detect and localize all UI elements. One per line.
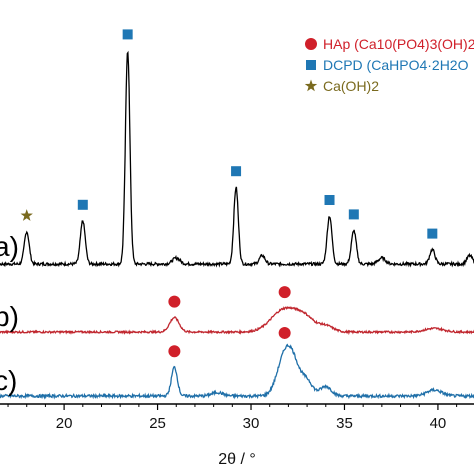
- trace-label: a): [0, 231, 19, 262]
- square-legend-marker: [306, 60, 316, 70]
- square-peak-marker: [427, 228, 438, 239]
- x-tick-label: 20: [56, 415, 73, 432]
- trace-line: [0, 50, 474, 268]
- circle-legend-marker: [305, 38, 317, 50]
- x-tick-label: 30: [243, 415, 260, 432]
- square-peak-marker: [348, 209, 359, 220]
- square-peak-marker: [122, 29, 133, 40]
- legend-entry: Ca(OH)2: [323, 78, 379, 94]
- square-peak-marker: [324, 195, 335, 205]
- star-peak-marker: [20, 209, 33, 221]
- x-tick-label: 40: [430, 415, 447, 432]
- circle-peak-marker: [168, 295, 181, 308]
- trace-line: [0, 343, 474, 400]
- square-peak-marker: [231, 166, 242, 177]
- legend-entry: HAp (Ca10(PO4)3(OH)2: [323, 36, 474, 52]
- x-tick-label: 35: [336, 415, 353, 432]
- trace-b: b): [0, 286, 474, 336]
- trace-c: c): [0, 326, 474, 400]
- star-legend-marker: [304, 79, 318, 92]
- trace-line: [0, 306, 474, 336]
- legend: HAp (Ca10(PO4)3(OH)2 DCPD (CaHPO4·2H2O Ca(…: [304, 36, 474, 94]
- square-peak-marker: [77, 199, 88, 210]
- trace-label: b): [0, 301, 19, 332]
- trace-label: c): [0, 365, 17, 396]
- plot-area: a) b) c): [0, 29, 474, 400]
- trace-a: a): [0, 29, 474, 268]
- circle-peak-marker: [278, 326, 291, 339]
- x-axis-title: 2θ / °: [218, 451, 256, 468]
- x-tick-label: 25: [149, 415, 166, 432]
- circle-peak-marker: [278, 286, 291, 299]
- circle-peak-marker: [168, 345, 181, 358]
- x-axis-ticks: 20 25 30 35 40: [7, 404, 458, 432]
- legend-entry: DCPD (CaHPO4·2H2O: [323, 57, 469, 73]
